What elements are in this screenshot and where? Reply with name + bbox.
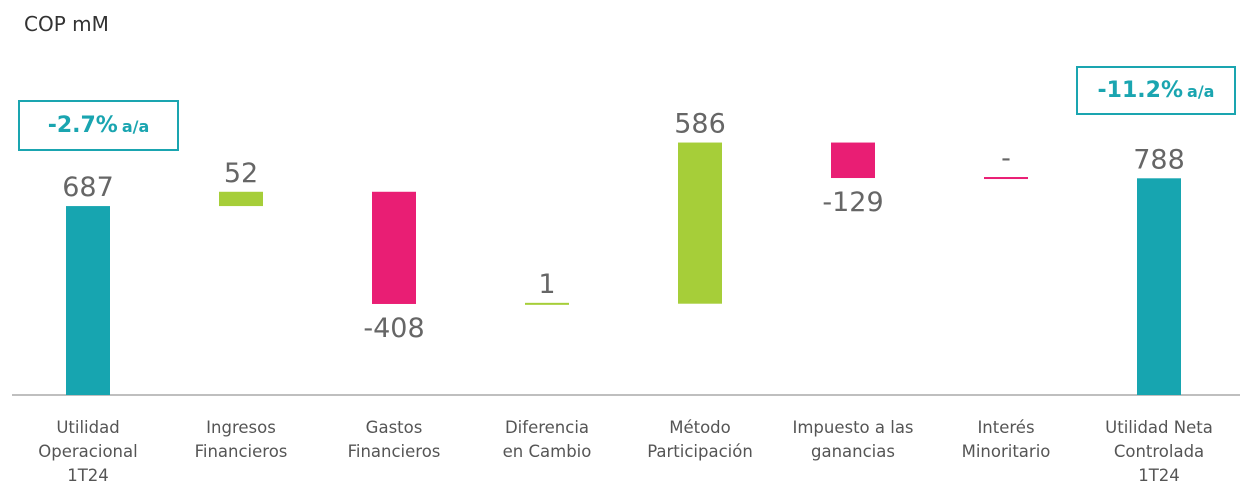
bar <box>1137 178 1181 395</box>
category-label: Interés Minoritario <box>961 418 1051 461</box>
category-label: Diferencia en Cambio <box>502 418 592 461</box>
value-label: 586 <box>674 109 726 140</box>
category-label: Método Participación <box>647 418 753 461</box>
annotation-box: -11.2% a/a <box>1076 66 1236 115</box>
annotation-text: -11.2% <box>1097 78 1184 103</box>
value-label: - <box>1001 143 1011 174</box>
annotation-suffix: a/a <box>121 117 150 136</box>
category-label: Ingresos Financieros <box>194 418 288 461</box>
bar <box>372 191 416 304</box>
bar <box>678 142 722 304</box>
value-label: -408 <box>363 313 424 344</box>
category-label: Utilidad Neta Controlada 1T24 <box>1105 418 1213 483</box>
category-label: Gastos Financieros <box>347 418 441 461</box>
bar <box>831 142 875 179</box>
annotation-box: -2.7% a/a <box>18 100 179 151</box>
category-label: Utilidad Operacional 1T24 <box>38 418 138 483</box>
bar <box>525 302 569 305</box>
value-label: 52 <box>224 158 258 189</box>
value-label: -129 <box>822 187 883 218</box>
annotation-suffix: a/a <box>1187 82 1215 101</box>
value-label: 1 <box>538 269 555 300</box>
value-label: 687 <box>62 172 114 203</box>
unit-label: COP mM <box>24 12 109 36</box>
bar <box>219 191 263 207</box>
annotation-text: -2.7% <box>47 113 118 138</box>
category-label: Impuesto a las ganancias <box>792 418 914 461</box>
bar <box>66 206 110 395</box>
value-label: 788 <box>1133 144 1185 175</box>
bar <box>984 177 1028 180</box>
